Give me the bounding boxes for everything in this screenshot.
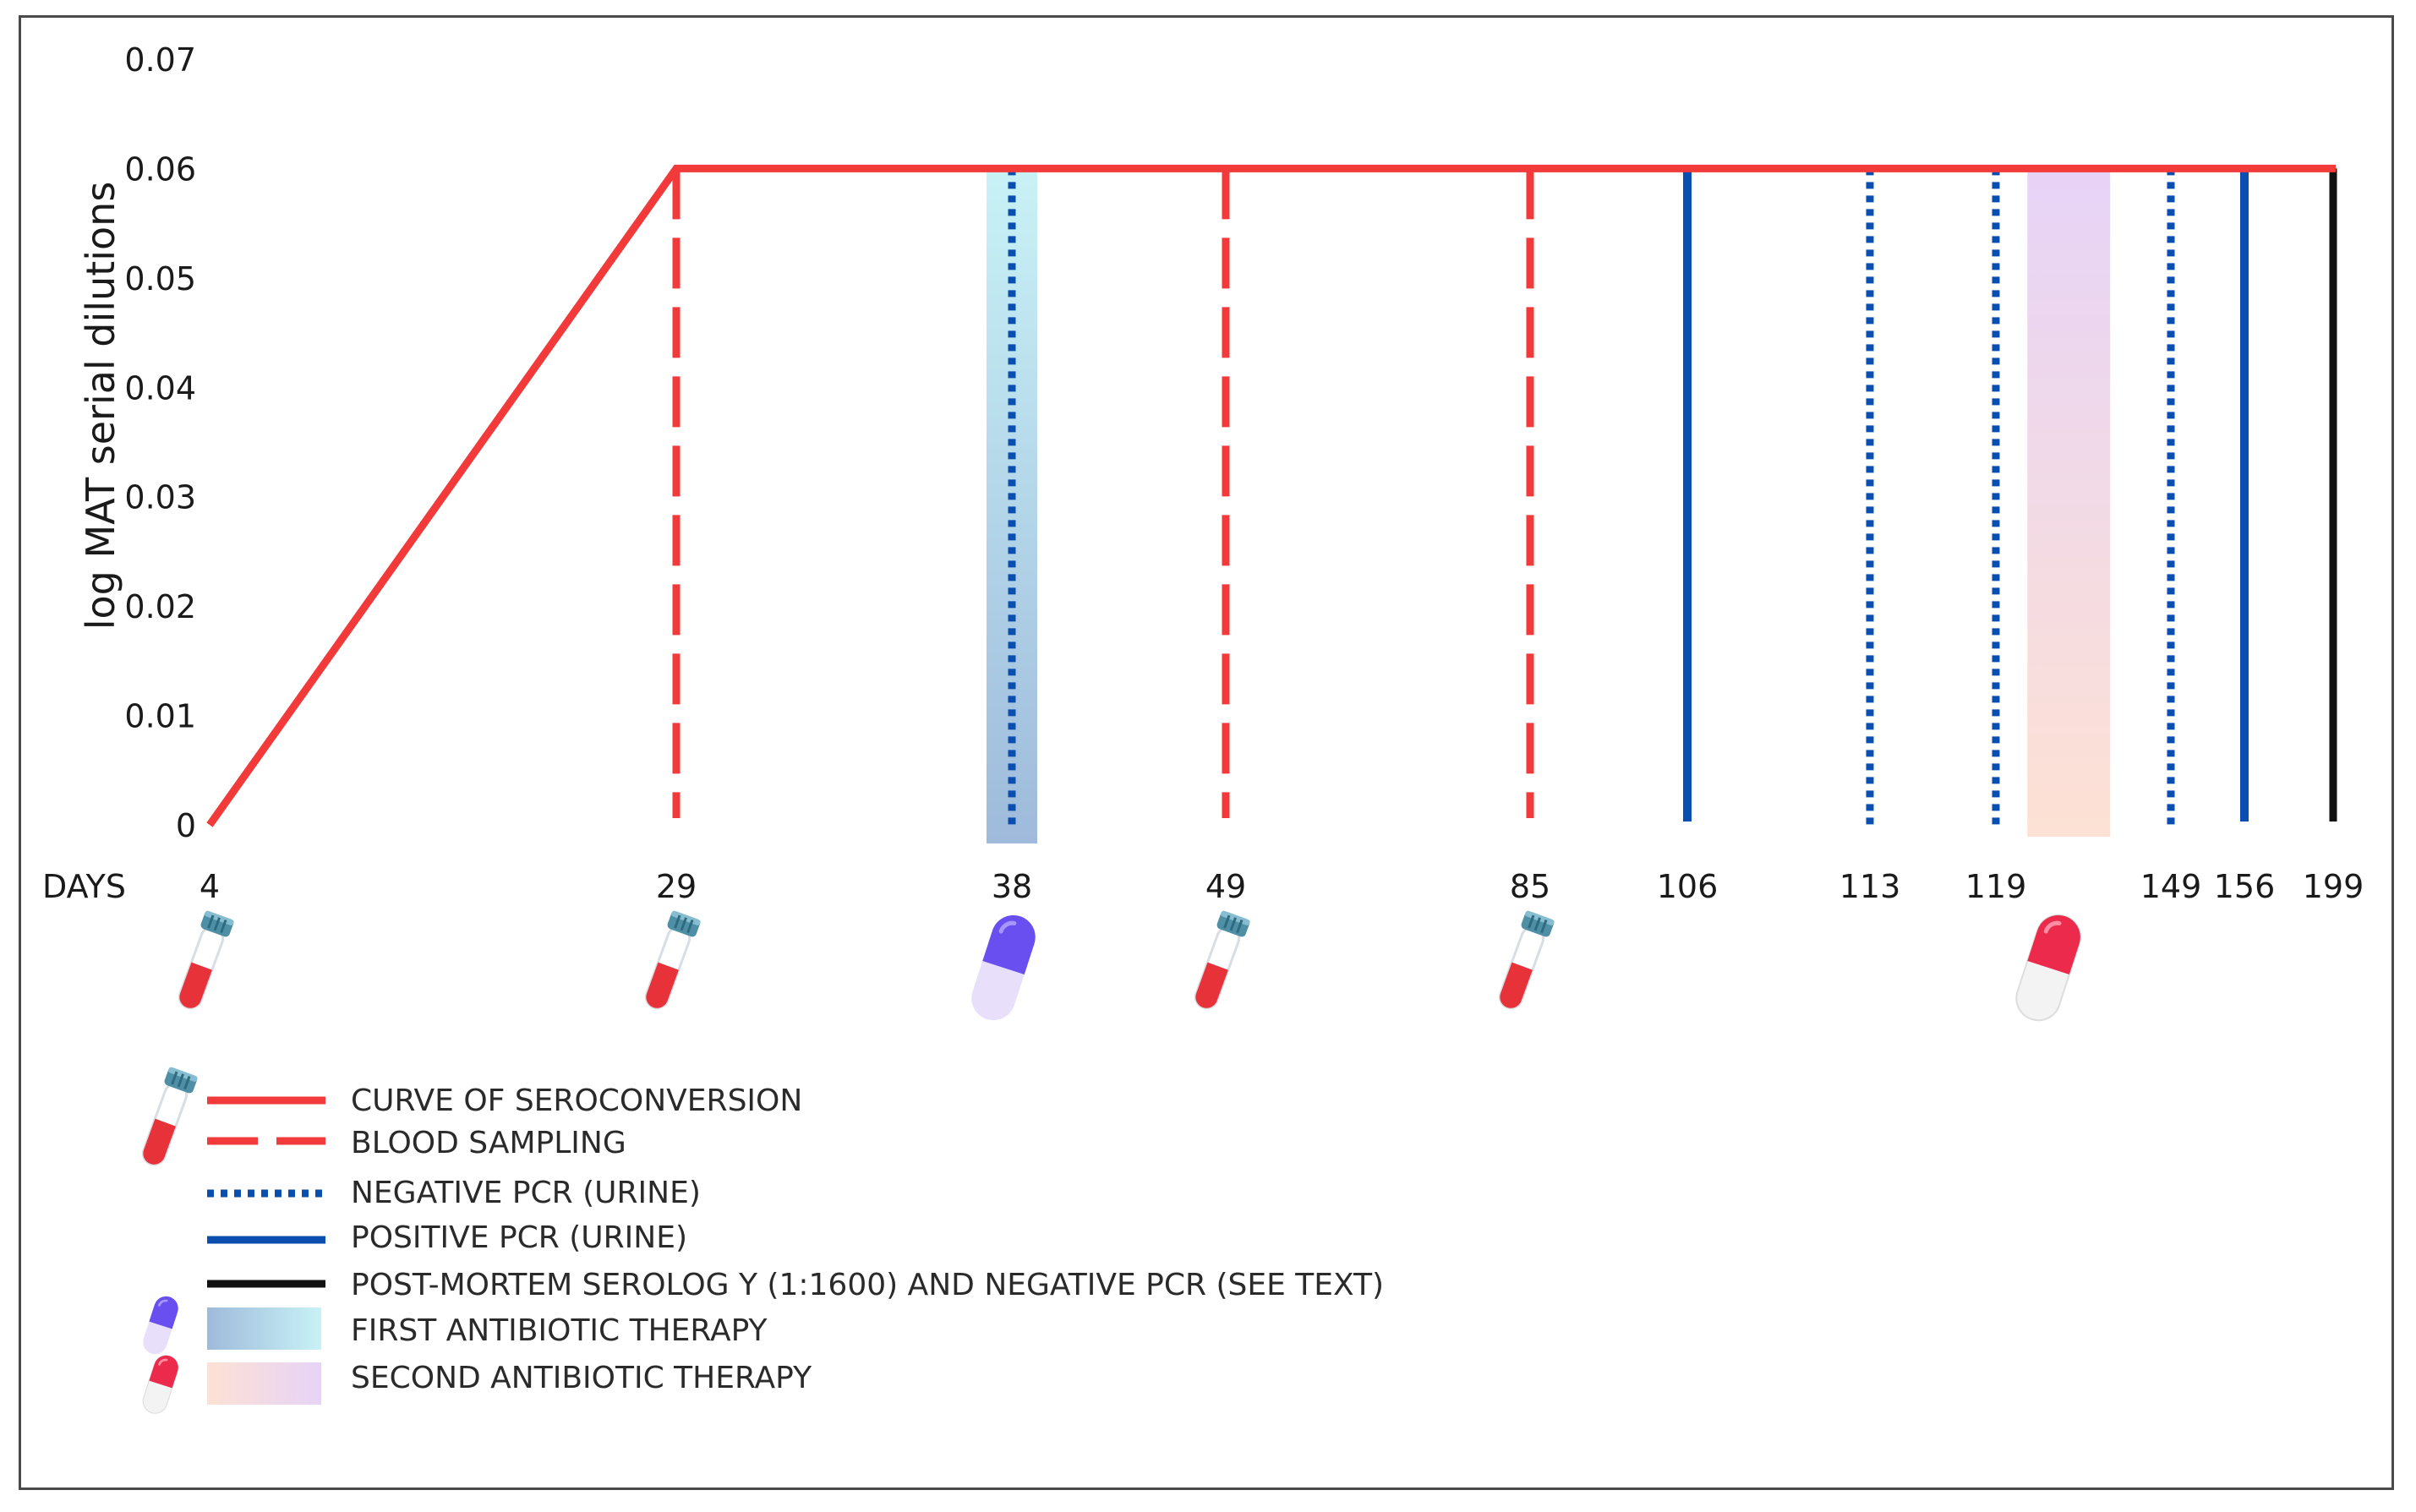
blood-tube-icon [134, 1065, 200, 1171]
x-axis-label: DAYS [42, 868, 126, 905]
y-tick-labels: 0 0.01 0.02 0.03 0.04 0.05 0.06 0.07 [124, 41, 196, 844]
red-capsule-icon [139, 1351, 183, 1418]
x-tick-label: 106 [1657, 868, 1719, 905]
x-tick-label: 156 [2214, 868, 2276, 905]
seroconversion-curve [206, 164, 2336, 827]
x-tick-label: 29 [656, 868, 697, 905]
legend-label: POST-MORTEM SEROLOG Y (1:1600) AND NEGAT… [351, 1268, 1384, 1302]
y-tick-label: 0.05 [124, 260, 196, 297]
blood-tube-icon [1491, 909, 1556, 1014]
legend-item-blood-sampling: BLOOD SAMPLING [207, 1126, 626, 1160]
y-tick-label: 0.01 [124, 698, 196, 735]
legend-item-positive-pcr: POSITIVE PCR (URINE) [207, 1220, 687, 1255]
x-tick-label: 119 [1965, 868, 2027, 905]
y-tick-label: 0.06 [124, 150, 196, 188]
y-tick-label: 0.02 [124, 588, 196, 625]
legend-label: SECOND ANTIBIOTIC THERAPY [351, 1361, 812, 1395]
purple-capsule-icon [139, 1291, 183, 1359]
x-tick-label: 4 [200, 868, 220, 905]
legend-item-second-therapy: SECOND ANTIBIOTIC THERAPY [139, 1351, 812, 1418]
purple-capsule-icon [965, 909, 1041, 1026]
legend-item-seroconversion: CURVE OF SEROCONVERSION [134, 1065, 802, 1171]
red-capsule-icon [2011, 909, 2086, 1026]
legend-label: POSITIVE PCR (URINE) [351, 1220, 687, 1255]
y-tick-label: 0.04 [124, 369, 196, 407]
x-tick-label: 149 [2140, 868, 2202, 905]
blood-tube-icon [637, 909, 702, 1014]
x-tick-label: 49 [1205, 868, 1246, 905]
blood-tube-icon [1187, 909, 1252, 1014]
legend-item-first-therapy: FIRST ANTIBIOTIC THERAPY [139, 1291, 768, 1359]
legend-item-negative-pcr: NEGATIVE PCR (URINE) [207, 1176, 701, 1210]
y-tick-label: 0 [176, 807, 196, 844]
x-tick-labels: 4 29 38 49 85 106 113 119 149 156 199 [200, 868, 2364, 905]
y-tick-label: 0.07 [124, 41, 196, 79]
x-tick-label: 199 [2303, 868, 2364, 905]
event-markers [171, 909, 2086, 1026]
legend-label: FIRST ANTIBIOTIC THERAPY [351, 1313, 768, 1348]
legend-label: CURVE OF SEROCONVERSION [351, 1084, 802, 1118]
x-tick-label: 38 [992, 868, 1032, 905]
legend-label: NEGATIVE PCR (URINE) [351, 1176, 701, 1210]
legend-swatch-first-band [207, 1307, 321, 1350]
legend-swatch-second-band [207, 1362, 321, 1405]
legend-item-post-mortem: POST-MORTEM SEROLOG Y (1:1600) AND NEGAT… [207, 1268, 1384, 1302]
x-tick-label: 113 [1839, 868, 1901, 905]
x-tick-label: 85 [1510, 868, 1550, 905]
second-therapy-band [2027, 168, 2111, 837]
legend-label: BLOOD SAMPLING [351, 1126, 626, 1160]
blood-tube-icon [171, 909, 236, 1014]
y-tick-label: 0.03 [124, 479, 196, 516]
event-lines [672, 168, 2337, 830]
y-axis-label: log MAT serial dilutions [78, 182, 123, 630]
legend: CURVE OF SEROCONVERSION BLOOD SAMPLING N… [134, 1065, 1384, 1418]
